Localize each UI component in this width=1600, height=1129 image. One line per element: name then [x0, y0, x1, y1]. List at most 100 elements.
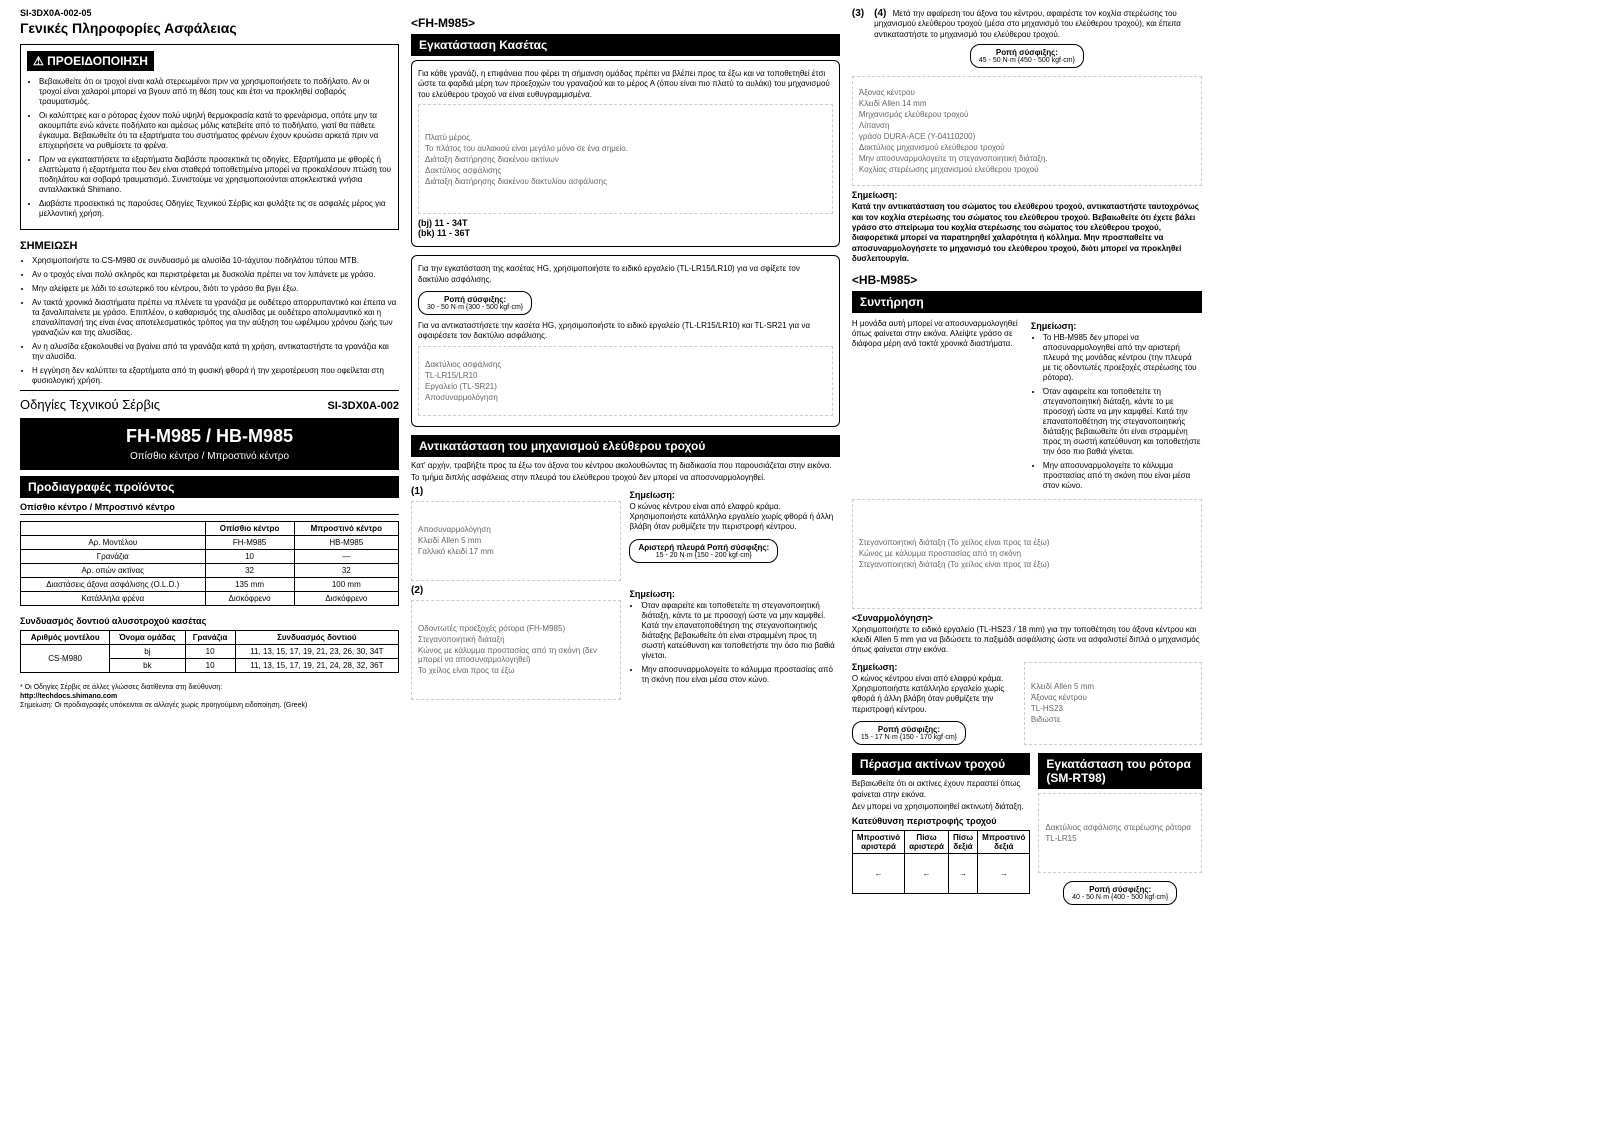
tool-diagram: Δακτύλιος ασφάλισηςTL-LR15/LR10Εργαλείο … — [418, 346, 833, 416]
td: 135 mm — [205, 578, 294, 592]
spoke-t2: Δεν μπορεί να χρησιμοποιηθεί ακτινωτή δι… — [852, 802, 1031, 812]
td: Γρανάζια — [21, 550, 206, 564]
rotor-bar: Εγκατάσταση του ρότορα (SM-RT98) — [1038, 753, 1202, 789]
torque5-pill: Ροπή σύσφιξης:40 - 50 N·m {400 - 500 kgf… — [1063, 881, 1177, 905]
maint-txt: Η μονάδα αυτή μπορεί να αποσυναρμολογηθε… — [852, 319, 1023, 350]
teeth-header: Συνδυασμός δοντιού αλυσοτροχού κασέτας — [20, 616, 399, 626]
spoke-bar: Πέρασμα ακτίνων τροχού — [852, 753, 1031, 775]
warn-item: Πριν να εγκαταστήσετε τα εξαρτήματα διαβ… — [39, 155, 392, 195]
td: Αρ. Μοντέλου — [21, 536, 206, 550]
hb-diagram: Στεγανοποιητική διάταξη (Το χείλος είναι… — [852, 499, 1202, 609]
service-code: SI-3DX0A-002 — [327, 400, 399, 412]
spec-table: Οπίσθιο κέντροΜπροστινό κέντρο Αρ. Μοντέ… — [20, 521, 399, 606]
hg-remove: Για να αντικαταστήσετε την κασέτα HG, χρ… — [418, 321, 833, 342]
td: 32 — [205, 564, 294, 578]
assy-hdr: <Συναρμολόγηση> — [852, 613, 1202, 623]
note-item: Αν ο τροχός είναι πολύ σκληρός και περισ… — [32, 270, 399, 280]
spoke-sub: Κατεύθυνση περιστροφής τροχού — [852, 816, 1031, 826]
spec-sub: Οπίσθιο κέντρο / Μπροστινό κέντρο — [20, 502, 399, 512]
step1-num: (1) — [411, 486, 423, 497]
td: 10 — [185, 645, 235, 659]
fh-header: <FH-M985> — [411, 16, 840, 30]
hb-header: <HB-M985> — [852, 273, 1202, 287]
td: Δισκόφρενο — [205, 592, 294, 606]
step1-diagram: ΑποσυναρμολόγησηΚλειδί Allen 5 mmΓαλλικό… — [411, 501, 621, 581]
cassette-intro: Για κάθε γρανάζι, η επιφάνεια που φέρει … — [418, 69, 833, 100]
note2-hdr: Σημείωση: — [629, 589, 839, 599]
td: Αρ. οπών ακτίνας — [21, 564, 206, 578]
td: Κατάλληλα φρένα — [21, 592, 206, 606]
td: bk — [110, 659, 185, 673]
maint-n1: Το HB-M985 δεν μπορεί να αποσυναρμολογηθ… — [1043, 333, 1202, 383]
td: CS-M980 — [21, 645, 110, 673]
note1-hdr: Σημείωση: — [629, 490, 839, 500]
hg-card: Για την εγκατάσταση της κασέτας HG, χρησ… — [411, 255, 840, 427]
bj-bk: (bj) 11 - 34T (bk) 11 - 36T — [418, 218, 833, 238]
step4-txt: Μετά την αφαίρεση του άξονα του κέντρου,… — [874, 9, 1181, 39]
warning-list: Βεβαιωθείτε ότι οι τροχοί είναι καλά στε… — [27, 77, 392, 219]
rep-note-hdr: Σημείωση: — [852, 190, 1202, 200]
td: Δισκόφρενο — [294, 592, 398, 606]
td: 11, 13, 15, 17, 19, 21, 23, 26, 30, 34T — [235, 645, 398, 659]
torque-pill: Ροπή σύσφιξης:30 - 50 N·m {300 - 500 kgf… — [418, 291, 532, 315]
td: 10 — [185, 659, 235, 673]
td: Διαστάσεις άξονα ασφάλισης (O.L.D.) — [21, 578, 206, 592]
torque2-pill: Αριστερή πλευρά Ροπή σύσφιξης:15 - 20 N·… — [629, 539, 778, 563]
th: Μπροστινό δεξιά — [978, 831, 1030, 854]
assy-diagram: Κλειδί Allen 5 mmΆξονας κέντρουTL-HS23Βι… — [1024, 662, 1202, 746]
th: Όνομα ομάδας — [110, 631, 185, 645]
th: Μπροστινό αριστερά — [852, 831, 904, 854]
freehub-intro2: Το τμήμα διπλής ασφάλειας στην πλευρά το… — [411, 473, 840, 483]
step3-num: (3) — [852, 8, 864, 40]
note2-b1: Όταν αφαιρείτε και τοποθετείτε τη στεγαν… — [641, 601, 839, 661]
warn-item: Οι καλύπτρες και ο ρότορας έχουν πολύ υψ… — [39, 111, 392, 151]
note-item: Αν τακτά χρονικά διαστήματα πρέπει να πλ… — [32, 298, 399, 338]
note-item: Η εγγύηση δεν καλύπτει τα εξαρτήματα από… — [32, 366, 399, 386]
product-sub: Οπίσθιο κέντρο / Μπροστινό κέντρο — [28, 451, 391, 462]
spec-header: Προδιαγραφές προϊόντος — [20, 476, 399, 498]
assy-note: Ο κώνος κέντρου είναι από ελαφρύ κράμα. … — [852, 674, 1016, 716]
rotor-diagram: Δακτύλιος ασφάλισης στερέωσης ρότοραTL-L… — [1038, 793, 1202, 873]
note1: Ο κώνος κέντρου είναι από ελαφρύ κράμα. … — [629, 502, 839, 533]
maint-bar: Συντήρηση — [852, 291, 1202, 313]
step4-num: (4) — [874, 8, 886, 19]
footnote: * Οι Οδηγίες Σέρβις σε άλλες γλώσσες δια… — [20, 683, 399, 710]
hg-install: Για την εγκατάσταση της κασέτας HG, χρησ… — [418, 264, 833, 285]
assy-txt: Χρησιμοποιήστε το ειδικό εργαλείο (TL-HS… — [852, 625, 1202, 656]
td: 32 — [294, 564, 398, 578]
product-name: FH-M985 / HB-M985 — [28, 426, 391, 447]
assy-note-hdr: Σημείωση: — [852, 662, 1016, 672]
note-item: Χρησιμοποιήστε το CS-M980 σε συνδυασμό μ… — [32, 256, 399, 266]
th: Γρανάζια — [185, 631, 235, 645]
service-title: Οδηγίες Τεχνικού Σέρβις — [20, 397, 160, 412]
td: 100 mm — [294, 578, 398, 592]
note-item: Αν η αλυσίδα εξακολουθεί να βγαίνει από … — [32, 342, 399, 362]
warn-item: Βεβαιωθείτε ότι οι τροχοί είναι καλά στε… — [39, 77, 392, 107]
cassette-bar: Εγκατάσταση Κασέτας — [411, 34, 840, 56]
th: Μπροστινό κέντρο — [294, 522, 398, 536]
product-box: FH-M985 / HB-M985 Οπίσθιο κέντρο / Μπροσ… — [20, 418, 399, 470]
freehub-intro: Κατ' αρχήν, τραβήξτε προς τα έξω τον άξο… — [411, 461, 840, 471]
step2-diagram: Οδοντωτές προεξοχές ρότορα (FH-M985)Στεγ… — [411, 600, 621, 700]
th: Αριθμός μοντέλου — [21, 631, 110, 645]
maint-note-hdr: Σημείωση: — [1031, 321, 1202, 331]
cassette-card: Για κάθε γρανάζι, η επιφάνεια που φέρει … — [411, 60, 840, 247]
th: Οπίσθιο κέντρο — [205, 522, 294, 536]
torque3-pill: Ροπή σύσφιξης:45 - 50 N·m {450 - 500 kgf… — [970, 44, 1084, 68]
note-item: Μην αλείφετε με λάδι το εσωτερικό του κέ… — [32, 284, 399, 294]
td: FH-M985 — [205, 536, 294, 550]
note-header: ΣΗΜΕΙΩΣΗ — [20, 240, 399, 252]
maint-n2: Όταν αφαιρείτε και τοποθετείτε τη στεγαν… — [1043, 387, 1202, 457]
torque4-pill: Ροπή σύσφιξης:15 - 17 N·m {150 - 170 kgf… — [852, 721, 966, 745]
rep-note: Κατά την αντικατάσταση του σώματος του ε… — [852, 202, 1202, 264]
td: — — [294, 550, 398, 564]
td: 11, 13, 15, 17, 19, 21, 24, 28, 32, 36T — [235, 659, 398, 673]
spoke-table: Μπροστινό αριστεράΠίσω αριστεράΠίσω δεξι… — [852, 830, 1031, 894]
doc-id: SI-3DX0A-002-05 — [20, 8, 399, 18]
maint-n3: Μην αποσυναρμολογείτε το κάλυμμα προστασ… — [1043, 461, 1202, 491]
teeth-table: Αριθμός μοντέλουΌνομα ομάδαςΓρανάζιαΣυνδ… — [20, 630, 399, 673]
spoke-t1: Βεβαιωθείτε ότι οι ακτίνες έχουν περαστε… — [852, 779, 1031, 800]
td: HB-M985 — [294, 536, 398, 550]
td: 10 — [205, 550, 294, 564]
td: bj — [110, 645, 185, 659]
